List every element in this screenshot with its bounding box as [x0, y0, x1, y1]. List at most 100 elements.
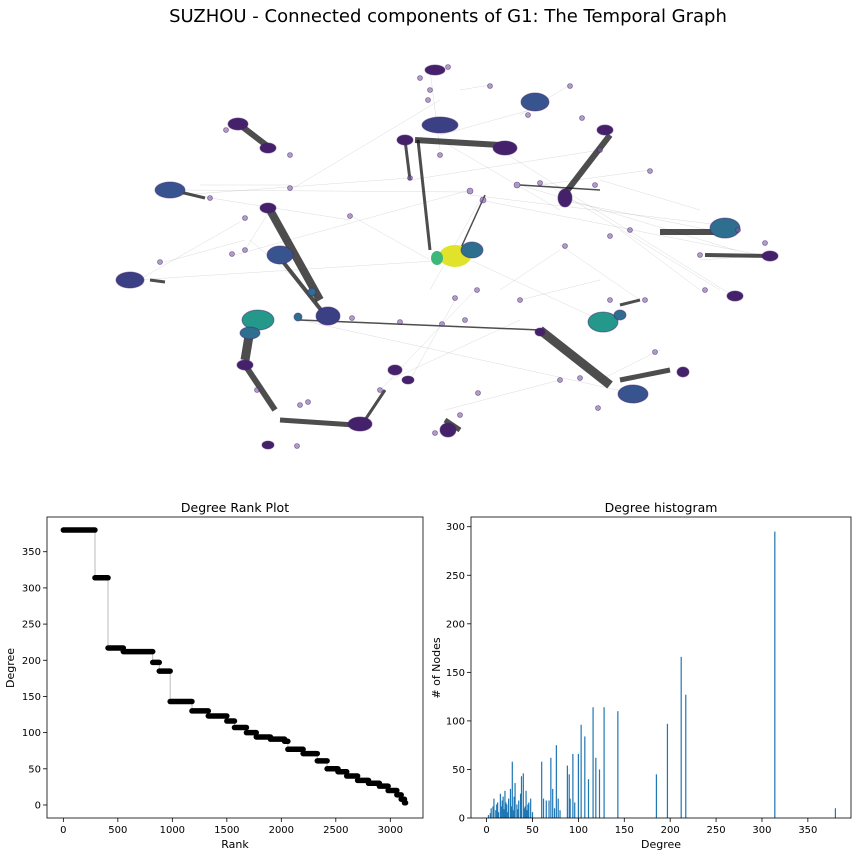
cluster-node [259, 142, 277, 154]
hist-bar [508, 798, 510, 818]
cluster-node [613, 309, 627, 321]
hist-bar [587, 779, 590, 818]
hist-bar [577, 753, 579, 818]
cluster-node [617, 384, 649, 404]
hist-bar [685, 694, 687, 818]
hist-ytick-label: 100 [446, 716, 465, 727]
hist-bar [603, 707, 605, 818]
rank-ytick-label: 100 [22, 728, 41, 739]
rank-xlabel: Rank [221, 838, 249, 851]
hist-bar [557, 798, 559, 818]
cluster-node [259, 202, 277, 214]
degree-rank-plot: Degree Rank Plot 0 500 1000 1500 2000 2500 300… [4, 500, 424, 851]
hist-bar [528, 802, 530, 818]
hist-bar [497, 812, 500, 818]
cluster-node [676, 366, 690, 378]
rank-xtick-label: 3000 [378, 825, 403, 836]
cluster-node [492, 140, 518, 156]
hist-ytick-label: 250 [446, 571, 465, 582]
hist-bar [500, 806, 502, 818]
hist-bar [510, 806, 512, 818]
cluster-node [557, 188, 573, 208]
figure-title: SUZHOU - Connected components of G1: The… [169, 6, 727, 27]
hist-xtick-label: 150 [615, 825, 634, 836]
hist-bar [490, 808, 492, 818]
cluster-node [596, 124, 614, 136]
cluster-node [239, 326, 261, 340]
hist-xtick-label: 350 [798, 825, 817, 836]
edge-bundles [149, 122, 771, 433]
cluster-node [266, 245, 294, 265]
hist-bar [834, 808, 836, 818]
hist-xtick-label: 100 [569, 825, 588, 836]
hist-bar [514, 783, 516, 818]
hist-bar [492, 806, 494, 818]
hist-bar [524, 806, 526, 818]
faint-edges [134, 69, 771, 411]
rank-ytick-label: 200 [22, 656, 41, 667]
cluster-node [431, 251, 443, 265]
hist-bar [527, 804, 529, 818]
rank-ytick-label: 0 [35, 800, 41, 811]
hist-xtick-label: 0 [483, 825, 489, 836]
rank-axes: 0 500 1000 1500 2000 2500 3000 0 50 100 150 200 250 3… [22, 547, 403, 836]
hist-bar [506, 804, 508, 818]
cluster-node [421, 116, 459, 134]
hist-xlabel: Degree [641, 838, 681, 851]
cluster-node [387, 364, 403, 376]
hist-bar [522, 773, 524, 818]
hist-bar [541, 761, 543, 818]
hist-bar [523, 808, 525, 818]
cluster-node [709, 217, 741, 239]
hist-xtick-label: 250 [707, 825, 726, 836]
rank-ytick-label: 350 [22, 547, 41, 558]
cluster-node [396, 134, 414, 146]
hist-ytick-label: 150 [446, 668, 465, 679]
hist-bar [542, 798, 545, 818]
hist-bar [592, 707, 594, 818]
small-nodes [157, 64, 768, 449]
hist-bar [495, 810, 497, 818]
hist-bar [574, 802, 576, 818]
hist-bar [520, 776, 523, 818]
hist-bar [496, 804, 498, 818]
rank-series [60, 527, 409, 806]
cluster-node [587, 311, 619, 333]
hist-bar [493, 798, 495, 818]
cluster-node [401, 375, 415, 385]
hist-bar [489, 813, 491, 818]
hist-bar [680, 656, 682, 818]
hist-bar [517, 809, 519, 818]
hist-bar [569, 798, 571, 818]
cluster-node [460, 241, 484, 259]
rank-ylabel: Degree [4, 648, 17, 688]
hist-bar [505, 802, 507, 818]
hist-bar [555, 745, 557, 818]
cluster-node [293, 312, 303, 322]
hist-ytick-label: 200 [446, 619, 465, 630]
cluster-node [424, 64, 446, 76]
degree-histogram: Degree histogram 0 50 100 150 200 250 300 350 0 5… [430, 500, 852, 851]
rank-xtick-label: 500 [108, 825, 127, 836]
cluster-node [439, 422, 457, 438]
hist-bar [504, 790, 506, 818]
hist-bar [499, 793, 501, 818]
cluster-node [227, 117, 249, 131]
hist-xtick-label: 50 [526, 825, 539, 836]
hist-bar [553, 808, 556, 818]
hist-bar [513, 796, 515, 818]
rank-line [63, 529, 406, 804]
network-graph [115, 64, 779, 450]
hist-series [487, 531, 836, 818]
rank-xtick-label: 0 [60, 825, 66, 836]
cluster-node [315, 306, 341, 326]
hist-bar [584, 736, 586, 818]
cluster-node [261, 440, 275, 450]
hist-bar [598, 769, 601, 818]
cluster-node [520, 92, 550, 112]
rank-xtick-label: 2000 [269, 825, 294, 836]
hist-xtick-label: 200 [661, 825, 680, 836]
hist-ylabel: # of Nodes [430, 637, 443, 699]
rank-plot-title: Degree Rank Plot [181, 500, 289, 515]
hist-bar [552, 788, 554, 818]
